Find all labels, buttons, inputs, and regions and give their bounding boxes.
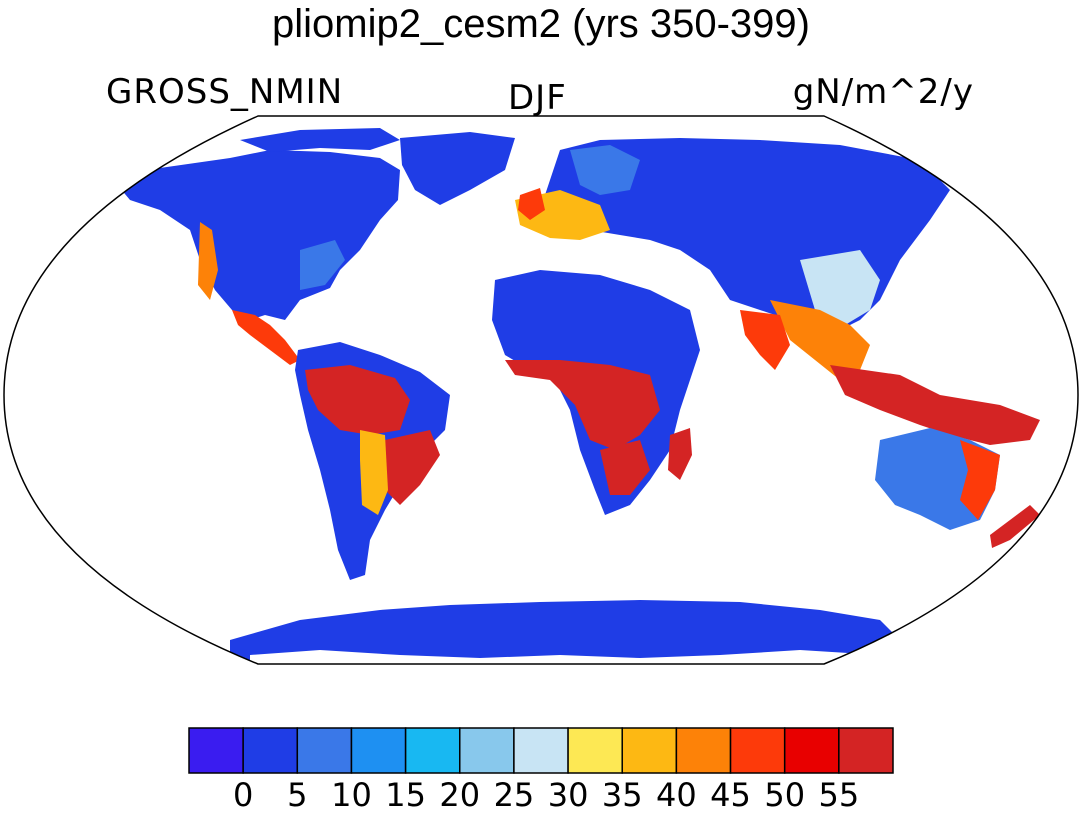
india bbox=[740, 310, 790, 370]
scandinavia bbox=[570, 145, 640, 195]
colorbar-label-10: 50 bbox=[764, 776, 806, 814]
southeast-asia bbox=[770, 300, 870, 380]
europe-uk bbox=[518, 188, 545, 220]
china-east bbox=[800, 250, 880, 325]
indonesia bbox=[830, 365, 1040, 445]
units-label: gN/m^2/y bbox=[792, 72, 974, 112]
antarctica-ice bbox=[250, 650, 880, 664]
plot-title: pliomip2_cesm2 (yrs 350-399) bbox=[271, 2, 810, 46]
colorbar-label-3: 15 bbox=[385, 776, 426, 814]
colorbar bbox=[188, 727, 894, 774]
land-fields bbox=[120, 128, 1040, 664]
colorbar-label-4: 20 bbox=[439, 776, 481, 814]
africa-south-high bbox=[600, 440, 650, 495]
colorbar-box-4 bbox=[404, 727, 461, 774]
colorbar-box-2 bbox=[296, 727, 353, 774]
north-america-east-coast bbox=[300, 240, 345, 290]
madagascar bbox=[668, 428, 692, 480]
colorbar-label-7: 35 bbox=[601, 776, 643, 814]
variable-label: GROSS_NMIN bbox=[106, 72, 344, 112]
colorbar-box-12 bbox=[838, 727, 894, 774]
colorbar-box-7 bbox=[567, 727, 623, 774]
amazon-high bbox=[305, 365, 410, 435]
north-america-west-coast bbox=[198, 222, 218, 300]
colorbar-label-2: 10 bbox=[331, 776, 372, 814]
central-america bbox=[232, 310, 300, 365]
colorbar-label-1: 5 bbox=[287, 776, 308, 814]
arctic-canada bbox=[240, 128, 400, 152]
north-america bbox=[120, 150, 400, 320]
colorbar-box-10 bbox=[729, 727, 786, 774]
colorbar-box-5 bbox=[459, 727, 515, 774]
colorbar-label-6: 30 bbox=[547, 776, 589, 814]
world-map bbox=[3, 115, 1079, 665]
colorbar-box-0 bbox=[188, 727, 244, 774]
colorbar-box-1 bbox=[242, 727, 299, 774]
africa-central-high bbox=[505, 360, 660, 450]
colorbar-label-0: 0 bbox=[232, 776, 254, 814]
colorbar-label-8: 40 bbox=[656, 776, 697, 814]
colorbar-box-9 bbox=[675, 727, 732, 774]
colorbar-label-11: 55 bbox=[818, 776, 860, 814]
season-label: DJF bbox=[508, 78, 567, 118]
antarctica bbox=[230, 600, 900, 664]
colorbar-box-11 bbox=[783, 727, 840, 774]
colorbar-box-8 bbox=[621, 727, 678, 774]
new-zealand bbox=[990, 505, 1040, 548]
globe-outline bbox=[3, 115, 1079, 665]
colorbar-label-9: 45 bbox=[710, 776, 751, 814]
brazil-east-high bbox=[385, 430, 440, 505]
greenland bbox=[400, 132, 515, 205]
colorbar-box-6 bbox=[513, 727, 569, 774]
colorbar-box-3 bbox=[350, 727, 407, 774]
australia-east bbox=[960, 440, 1000, 520]
colorbar-label-5: 25 bbox=[493, 776, 535, 814]
south-america-orange bbox=[360, 430, 388, 515]
